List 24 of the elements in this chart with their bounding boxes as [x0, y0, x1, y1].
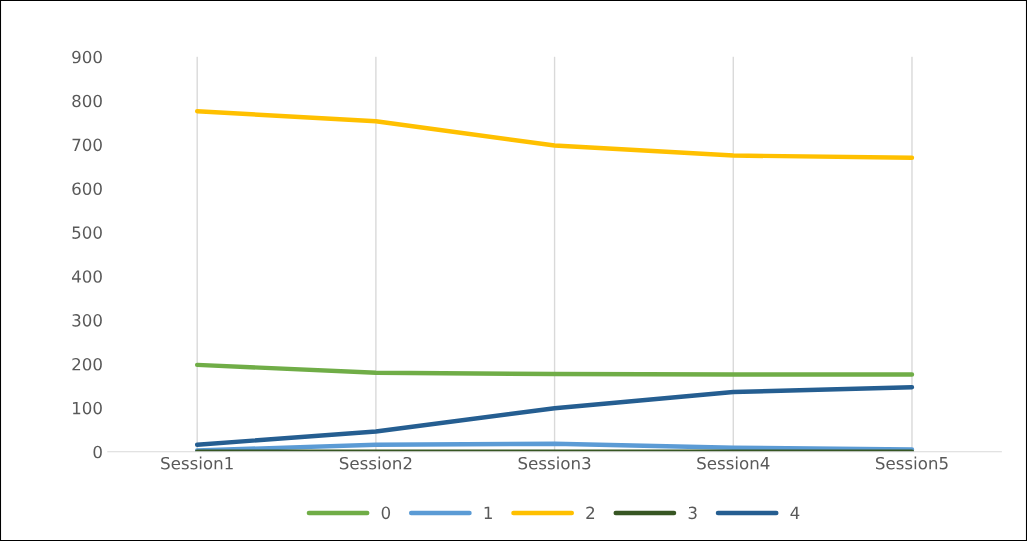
- line-series: [194, 441, 915, 452]
- legend-label: 1: [484, 506, 492, 519]
- y-tick-label: 700: [72, 138, 102, 152]
- x-tick-label: Session1: [161, 456, 233, 470]
- y-tick-label: 300: [72, 314, 102, 327]
- legend-label: 0: [381, 506, 391, 520]
- y-tick-label: 900: [72, 50, 102, 64]
- legend-label: 3: [688, 506, 697, 520]
- y-tick-label: 100: [72, 401, 102, 415]
- legend-label: 2: [586, 506, 595, 519]
- x-tick-label: Session3: [518, 456, 591, 470]
- x-tick-label: Session5: [875, 456, 948, 470]
- y-tick-label: 200: [72, 357, 102, 371]
- x-tick-label: Session4: [697, 456, 770, 470]
- y-tick-label: 400: [71, 270, 102, 283]
- line-series: [194, 385, 915, 447]
- line-series: [194, 109, 915, 160]
- y-tick-label: 500: [72, 226, 102, 239]
- legend-label: 4: [790, 506, 800, 519]
- x-tick-label: Session2: [339, 456, 412, 470]
- y-tick-label: 600: [72, 182, 102, 196]
- line-series: [194, 362, 915, 377]
- y-tick-label: 800: [72, 94, 102, 108]
- y-tick-label: 0: [93, 445, 102, 459]
